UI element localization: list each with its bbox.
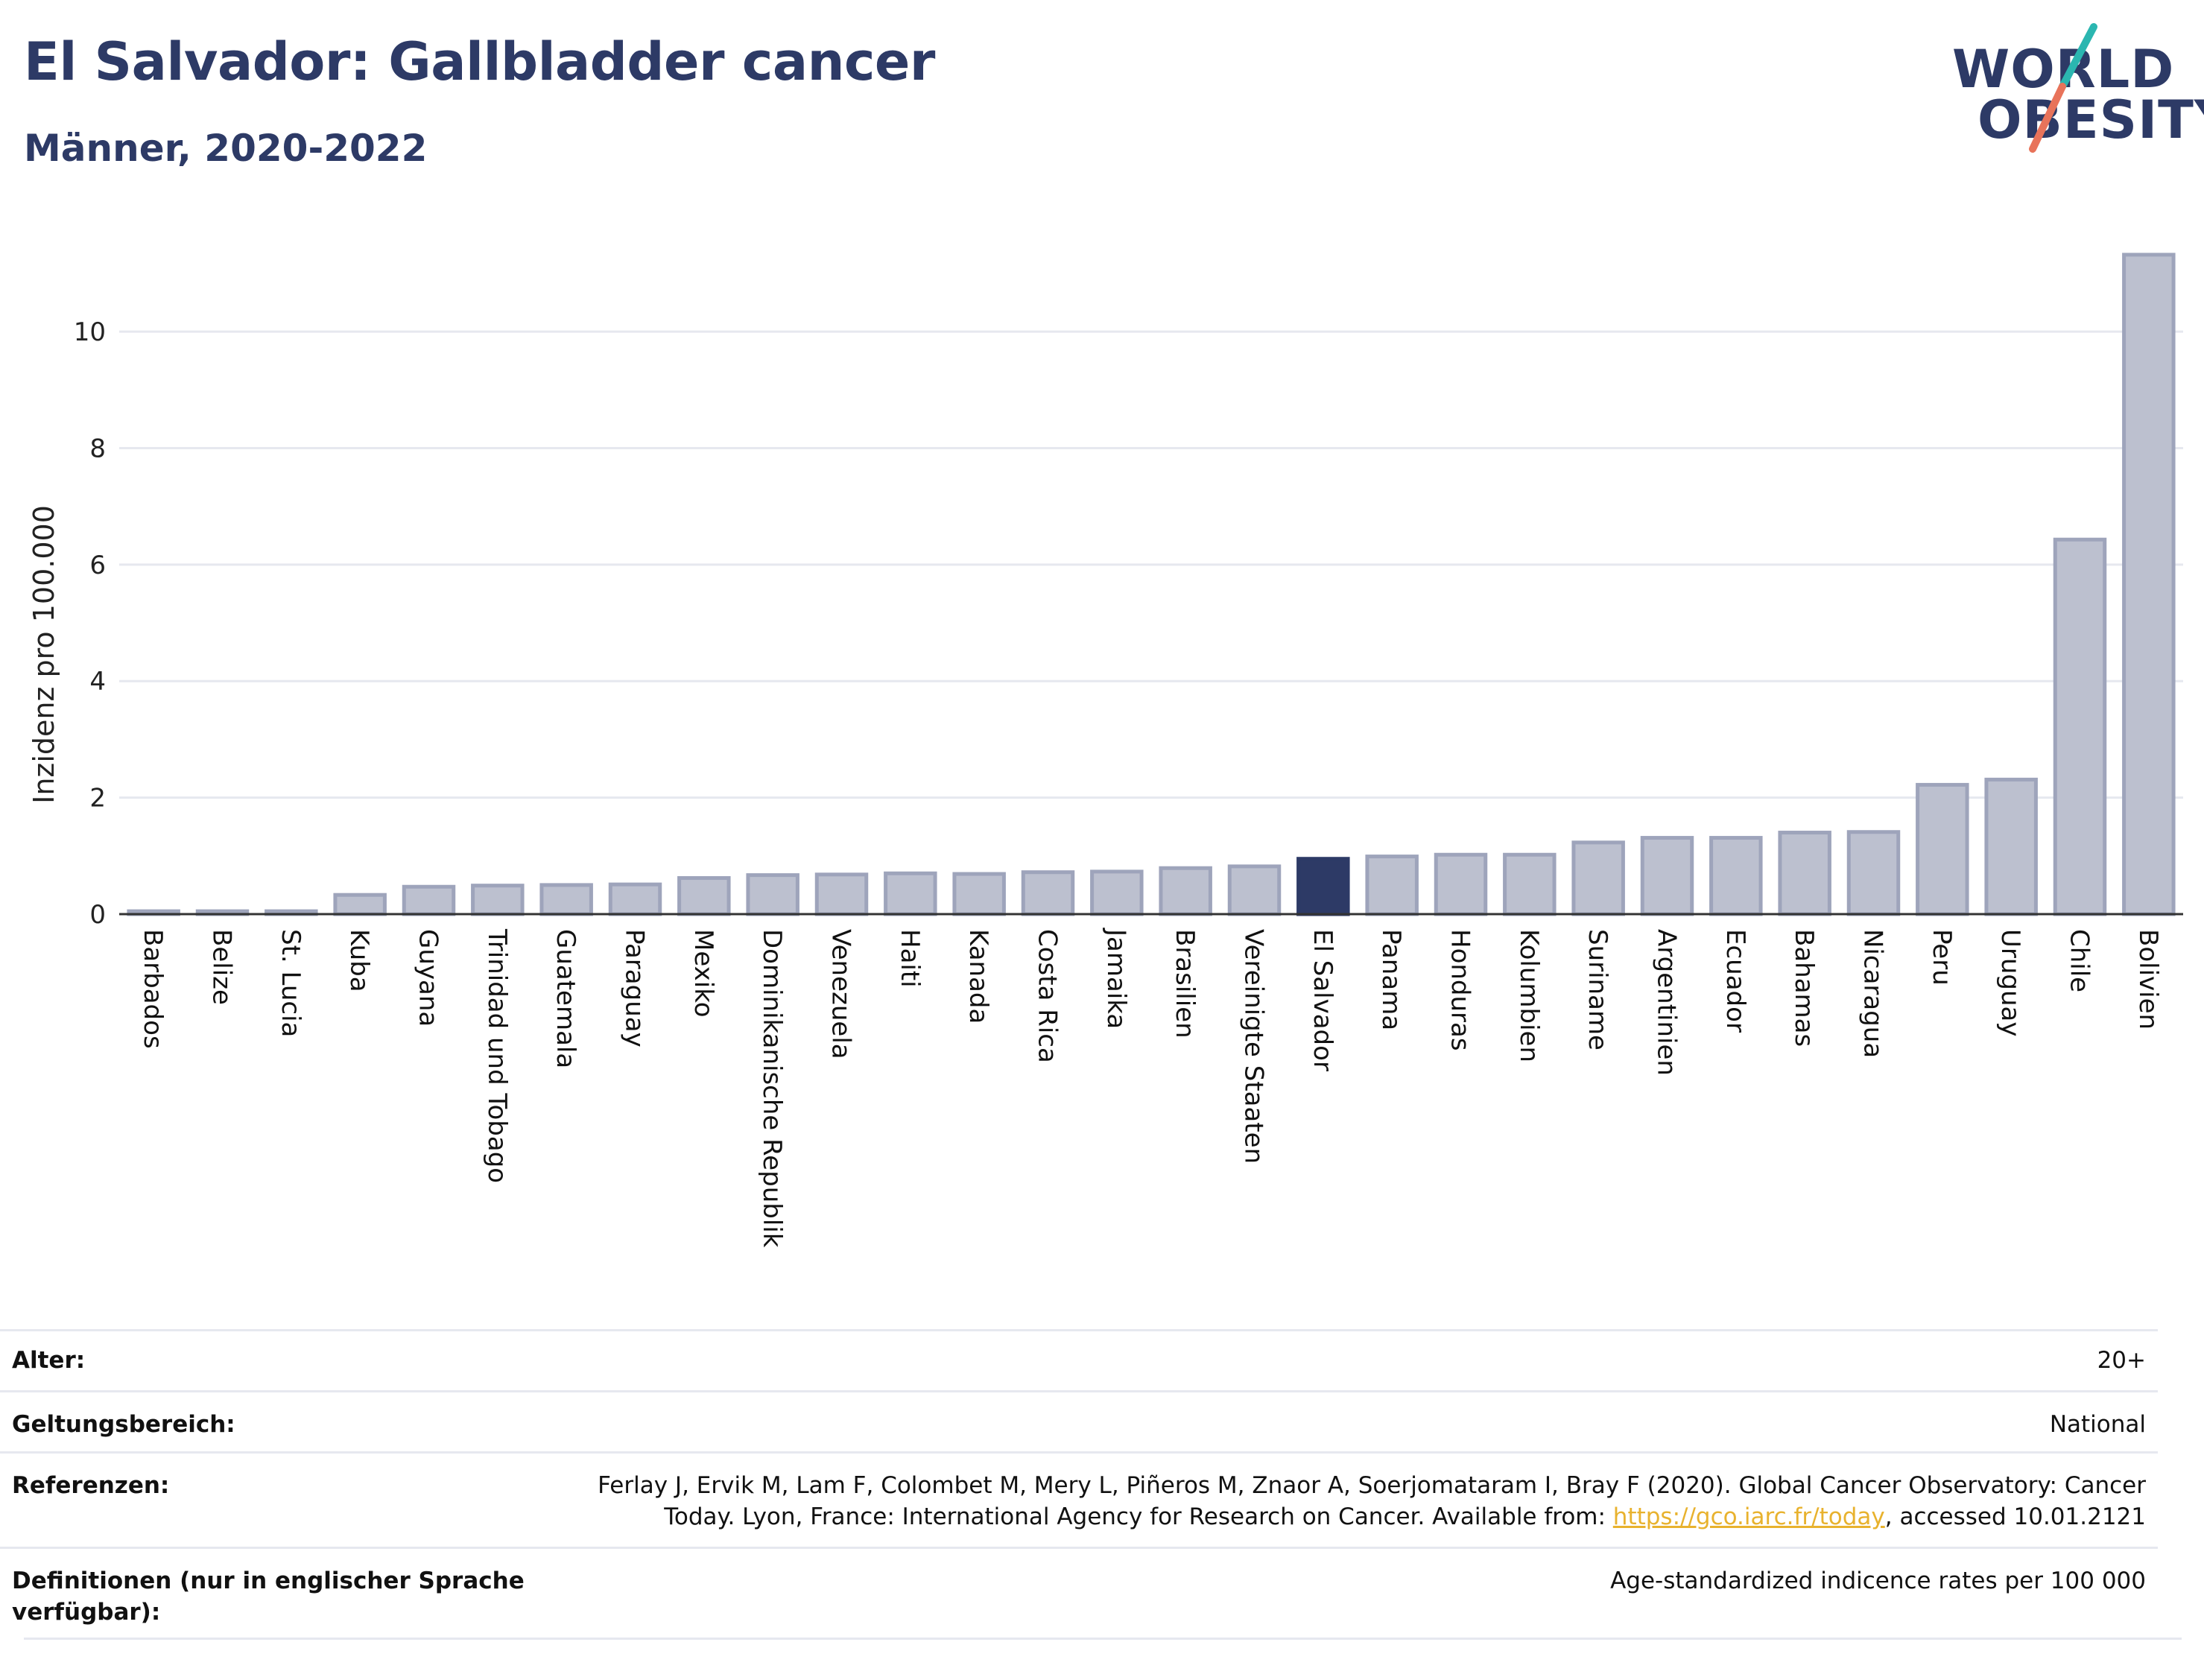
bar [2122,253,2176,916]
meta-row-age: Alter: 20+ [0,1329,2158,1391]
meta-key-age: Alter: [12,1347,86,1374]
x-tick-label: Barbados [138,929,168,1049]
y-tick-label: 2 [89,784,106,814]
x-tick-label: Haiti [895,929,925,988]
bar [1571,840,1625,916]
x-tick-label: Costa Rica [1033,929,1063,1063]
bar [1640,836,1694,916]
definitions-key-line-1: Definitionen (nur in englischer Sprache [12,1568,525,1594]
reference-line-2-suffix: , accessed 10.01.2121 [1884,1503,2146,1530]
meta-row-references: Referenzen: Ferlay J, Ervik M, Lam F, Co… [0,1451,2158,1547]
x-tick-label: Kolumbien [1514,929,1544,1062]
x-tick-label: Dominikanische Republik [757,929,787,1248]
x-tick-label: St. Lucia [276,929,305,1037]
x-tick-label: Honduras [1445,929,1475,1051]
meta-row-scope: Geltungsbereich: National [0,1390,2158,1452]
bar [1778,831,1831,916]
x-tick-label: Guyana [414,929,443,1027]
bar [884,871,937,916]
meta-value-definitions: Age-standardized indicence rates per 100… [1610,1568,2146,1594]
x-tick-label: Guatemala [551,929,580,1068]
bar [814,872,869,916]
x-tick-label: Chile [2065,929,2094,992]
bar [677,876,731,916]
chart-title: El Salvador: Gallbladder cancer [24,31,935,92]
x-tick-label: Mexiko [688,929,718,1018]
y-tick-label: 6 [89,551,106,580]
x-tick-label: Kuba [344,929,374,992]
bar [1090,869,1144,916]
x-tick-label: Suriname [1583,929,1612,1050]
bar [1159,866,1212,916]
x-tick-label: Ecuador [1720,929,1750,1033]
bar [2053,537,2107,916]
meta-row-definitions: Definitionen (nur in englischer Sprache … [0,1547,2158,1640]
reference-line-2: Today. Lyon, France: International Agenc… [598,1501,2146,1532]
logo-line-2: OBESITY [1977,89,2204,150]
meta-key-scope: Geltungsbereich: [12,1411,235,1438]
reference-link[interactable]: https://gco.iarc.fr/today [1612,1503,1885,1530]
bar [402,884,456,916]
definitions-key-line-2: verfügbar): [12,1599,161,1626]
x-tick-label: Paraguay [620,929,650,1047]
meta-key-definitions: Definitionen (nur in englischer Sprache … [12,1565,525,1628]
bar [1916,782,1969,916]
bar [1503,852,1557,916]
y-tick-label: 0 [89,900,106,930]
bar [1296,857,1350,916]
bar [1365,855,1419,916]
y-tick-label: 4 [89,667,106,697]
bar [1846,830,1901,916]
x-tick-label: El Salvador [1308,929,1337,1071]
x-tick-label: Peru [1927,929,1957,986]
chart-subtitle: Männer, 2020-2022 [24,127,428,170]
bar [1984,777,2038,916]
bar [333,893,387,916]
x-tick-label: Brasilien [1170,929,1200,1039]
world-obesity-logo: WORLD OBESITY [1937,21,2204,162]
bar [1227,864,1282,916]
bar [608,882,662,916]
meta-value-scope: National [2049,1411,2146,1438]
logo-slash-icon [2029,23,2097,153]
x-tick-label: Vereinigte Staaten [1239,929,1269,1164]
bar [1434,852,1488,916]
meta-key-references: Referenzen: [12,1472,170,1499]
bar [539,883,593,916]
x-tick-label: Uruguay [1995,929,2025,1037]
table-bottom-rule [24,1638,2182,1640]
bar [952,872,1006,916]
y-axis-label: Inzidenz pro 100.000 [28,505,60,804]
bar [746,873,799,916]
bar [471,884,525,916]
bar-chart: 0 2 4 6 8 10 Inzidenz pro 100.000 Barbados Beliz… [28,253,2183,1248]
reference-line-1: Ferlay J, Ervik M, Lam F, Colombet M, Me… [598,1472,2146,1499]
x-tick-label: Bolivien [2133,929,2163,1030]
bar [1709,836,1763,916]
x-tick-label: Bahamas [1789,929,1819,1047]
x-tick-label: Venezuela [826,929,856,1059]
x-tick-label: Jamaika [1101,928,1131,1029]
x-tick-label: Panama [1376,929,1406,1030]
x-tick-label: Belize [207,929,237,1005]
reference-line-2-text: Today. Lyon, France: International Agenc… [664,1503,1613,1530]
y-tick-label: 8 [89,434,106,463]
meta-value-age: 20+ [2097,1347,2146,1374]
y-tick-label: 10 [74,317,106,347]
bar [1021,870,1075,916]
meta-value-references: Ferlay J, Ervik M, Lam F, Colombet M, Me… [598,1470,2146,1532]
x-tick-label: Nicaragua [1858,929,1888,1058]
x-tick-label: Argentinien [1652,929,1682,1076]
x-tick-label: Kanada [963,929,993,1024]
x-tick-label: Trinidad und Tobago [482,928,512,1183]
